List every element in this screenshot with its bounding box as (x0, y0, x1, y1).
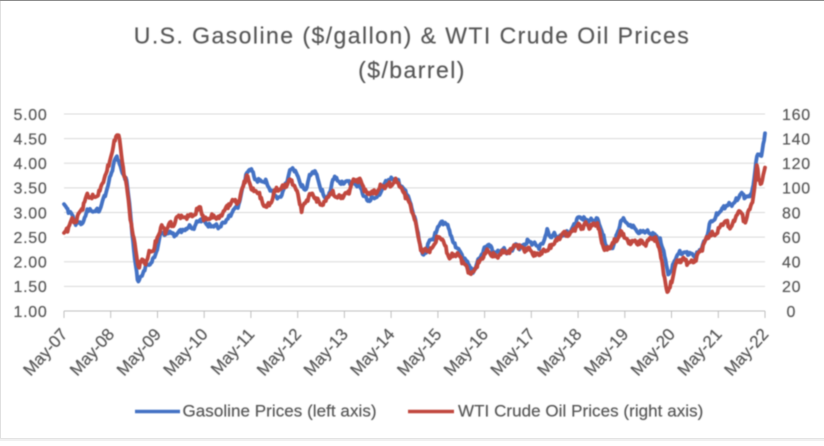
svg-text:3.50: 3.50 (14, 181, 48, 198)
svg-text:120: 120 (782, 156, 811, 173)
svg-text:40: 40 (782, 255, 801, 272)
svg-text:1.50: 1.50 (14, 279, 48, 296)
svg-text:0: 0 (787, 304, 797, 321)
svg-text:($/barrel): ($/barrel) (358, 57, 466, 83)
svg-text:3.00: 3.00 (14, 205, 48, 222)
svg-text:U.S. Gasoline ($/gallon) & WTI: U.S. Gasoline ($/gallon) & WTI Crude Oil… (134, 23, 690, 49)
svg-text:2.00: 2.00 (14, 255, 48, 272)
svg-text:60: 60 (782, 230, 801, 247)
svg-text:2.50: 2.50 (14, 230, 48, 247)
svg-text:80: 80 (782, 205, 801, 222)
svg-text:4.00: 4.00 (14, 156, 48, 173)
svg-text:4.50: 4.50 (14, 131, 48, 148)
svg-text:140: 140 (782, 131, 811, 148)
svg-text:WTI Crude Oil Prices (right ax: WTI Crude Oil Prices (right axis) (458, 401, 703, 420)
svg-text:20: 20 (782, 279, 801, 296)
svg-text:100: 100 (782, 181, 811, 198)
svg-text:1.00: 1.00 (14, 304, 48, 321)
svg-text:160: 160 (782, 107, 811, 124)
svg-text:5.00: 5.00 (14, 107, 48, 124)
svg-text:Gasoline Prices (left axis): Gasoline Prices (left axis) (183, 401, 377, 420)
